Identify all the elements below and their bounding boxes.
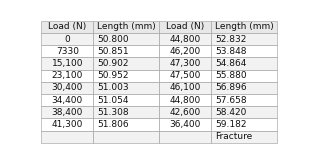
Text: 23,100: 23,100 <box>52 71 83 80</box>
Bar <box>211 118 277 131</box>
Bar <box>41 82 93 94</box>
Text: 44,800: 44,800 <box>170 35 201 44</box>
Bar <box>160 118 211 131</box>
Text: 46,200: 46,200 <box>170 47 201 56</box>
Text: Load (N): Load (N) <box>166 22 205 31</box>
Text: 47,300: 47,300 <box>170 59 201 68</box>
Bar <box>211 21 277 33</box>
Bar <box>93 94 159 106</box>
Text: 42,600: 42,600 <box>170 108 201 117</box>
Text: 55.880: 55.880 <box>215 71 247 80</box>
Text: 44,800: 44,800 <box>170 96 201 105</box>
Bar <box>160 94 211 106</box>
Text: 36,400: 36,400 <box>170 120 201 129</box>
Text: 50.851: 50.851 <box>97 47 128 56</box>
Text: 50.952: 50.952 <box>97 71 128 80</box>
Bar <box>41 57 93 70</box>
Text: 52.832: 52.832 <box>215 35 246 44</box>
Text: 59.182: 59.182 <box>215 120 246 129</box>
Text: 51.806: 51.806 <box>97 120 128 129</box>
Text: 30,400: 30,400 <box>52 83 83 93</box>
Bar <box>160 106 211 118</box>
Text: 58.420: 58.420 <box>215 108 246 117</box>
Bar <box>93 106 159 118</box>
Bar <box>93 131 159 143</box>
Text: 56.896: 56.896 <box>215 83 247 93</box>
Text: 15,100: 15,100 <box>52 59 83 68</box>
Bar <box>41 131 93 143</box>
Text: 51.054: 51.054 <box>97 96 128 105</box>
Text: 41,300: 41,300 <box>52 120 83 129</box>
Bar <box>41 94 93 106</box>
Text: Load (N): Load (N) <box>48 22 86 31</box>
Bar <box>211 106 277 118</box>
Text: 54.864: 54.864 <box>215 59 246 68</box>
Bar <box>93 70 159 82</box>
Bar <box>160 82 211 94</box>
Bar <box>41 70 93 82</box>
Bar <box>93 33 159 45</box>
Text: 46,100: 46,100 <box>170 83 201 93</box>
Bar <box>41 33 93 45</box>
Bar <box>160 45 211 57</box>
Text: 51.308: 51.308 <box>97 108 128 117</box>
Text: Length (mm): Length (mm) <box>215 22 274 31</box>
Bar <box>211 33 277 45</box>
Text: Length (mm): Length (mm) <box>97 22 156 31</box>
Text: 50.902: 50.902 <box>97 59 128 68</box>
Bar <box>211 82 277 94</box>
Bar <box>93 21 159 33</box>
Bar <box>211 70 277 82</box>
Bar <box>41 45 93 57</box>
Text: 47,500: 47,500 <box>170 71 201 80</box>
Text: 38,400: 38,400 <box>52 108 83 117</box>
Bar <box>211 131 277 143</box>
Text: 57.658: 57.658 <box>215 96 247 105</box>
Bar <box>211 94 277 106</box>
Bar <box>41 21 93 33</box>
Bar <box>211 57 277 70</box>
Text: 0: 0 <box>64 35 70 44</box>
Bar <box>160 33 211 45</box>
Bar <box>93 57 159 70</box>
Bar <box>160 70 211 82</box>
Bar <box>160 57 211 70</box>
Bar <box>211 45 277 57</box>
Bar <box>93 118 159 131</box>
Text: 34,400: 34,400 <box>52 96 83 105</box>
Text: Fracture: Fracture <box>215 132 252 141</box>
Bar <box>93 82 159 94</box>
Text: 50.800: 50.800 <box>97 35 128 44</box>
Bar <box>160 131 211 143</box>
Text: 51.003: 51.003 <box>97 83 128 93</box>
Bar <box>160 21 211 33</box>
Bar <box>41 118 93 131</box>
Bar <box>41 106 93 118</box>
Bar <box>93 45 159 57</box>
Text: 7330: 7330 <box>56 47 79 56</box>
Text: 53.848: 53.848 <box>215 47 246 56</box>
